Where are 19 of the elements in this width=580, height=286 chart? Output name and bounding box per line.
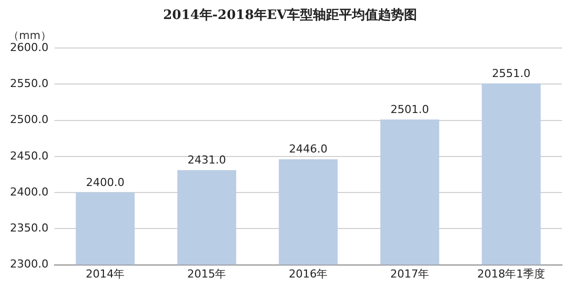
y-tick-label: 2500.0 — [10, 113, 48, 126]
y-axis-title: （mm） — [8, 28, 52, 42]
x-tick-label: 2015年 — [187, 267, 226, 280]
y-tick-label: 2350.0 — [10, 222, 48, 235]
data-label: 2400.0 — [86, 176, 124, 189]
y-tick-label: 2600.0 — [10, 40, 48, 54]
x-tick-label: 2018年1季度 — [477, 267, 546, 280]
y-tick-label: 2400.0 — [10, 185, 48, 198]
x-tick-label: 2014年 — [86, 267, 125, 280]
y-tick-label: 2550.0 — [10, 76, 48, 90]
data-label: 2431.0 — [187, 153, 226, 166]
data-label: 2446.0 — [288, 142, 328, 156]
x-tick-label: 2016年 — [288, 267, 328, 280]
data-label: 2501.0 — [390, 102, 429, 116]
data-label: 2551.0 — [492, 66, 530, 80]
y-tick-label: 2450.0 — [10, 149, 48, 162]
y-tick-label: 2300.0 — [10, 258, 48, 271]
x-tick-label: 2017年 — [390, 267, 430, 280]
chart-title: 2014年-2018年EV车型轴距平均值趋势图 — [162, 6, 418, 24]
